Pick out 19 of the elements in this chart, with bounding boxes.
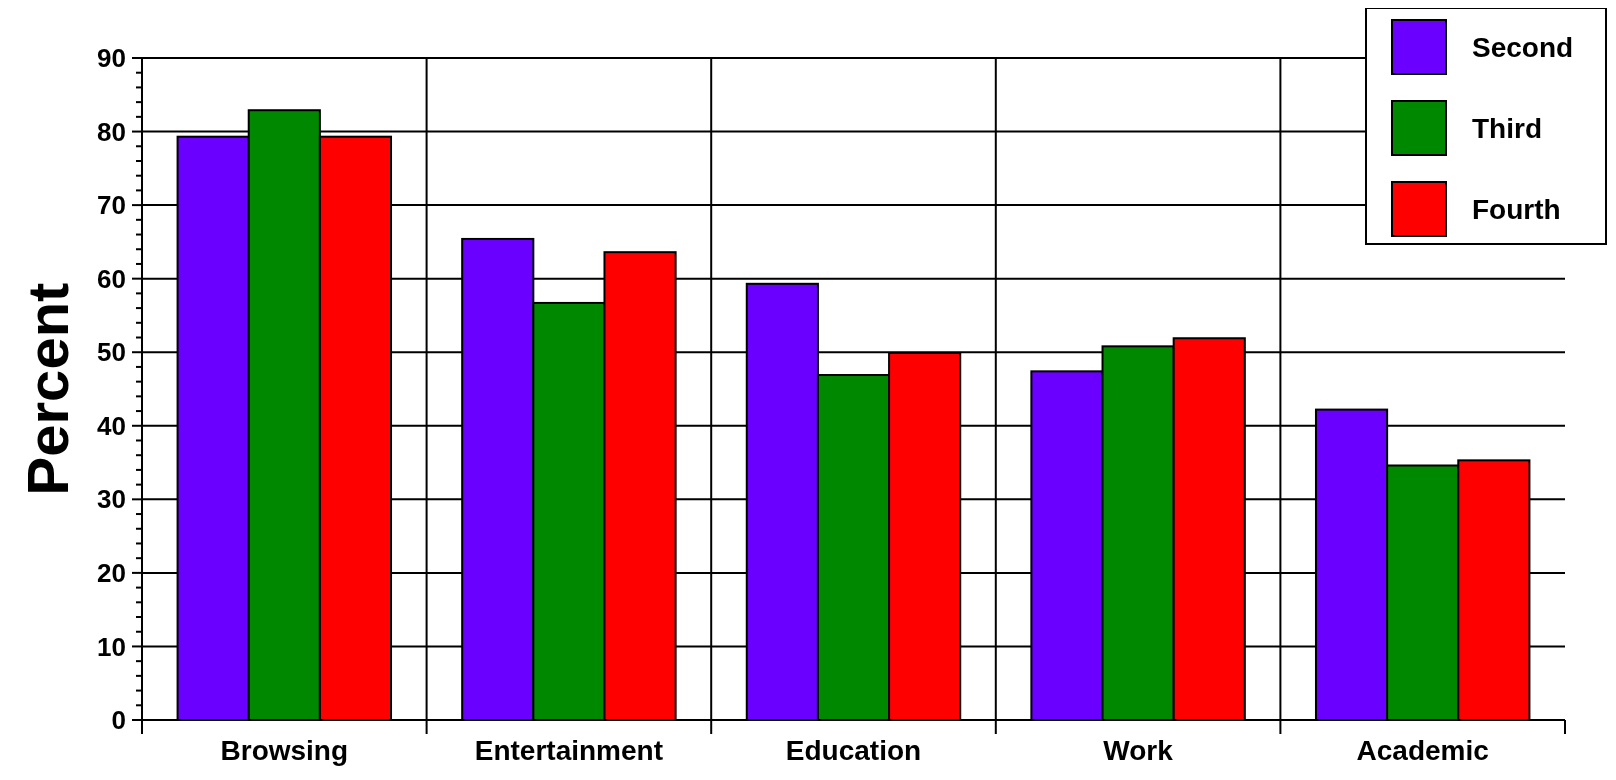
- y-tick-label: 50: [97, 337, 126, 368]
- x-tick-label: Education: [785, 735, 922, 766]
- y-tick-label: 0: [111, 705, 126, 736]
- x-tick-label: Work: [1103, 735, 1174, 766]
- y-tick-label: 80: [97, 116, 126, 147]
- legend-label: Fourth: [1472, 193, 1561, 225]
- y-tick-label: 70: [97, 190, 126, 221]
- x-tick-label: Academic: [1356, 735, 1489, 766]
- y-tick-label: 30: [97, 484, 126, 515]
- x-tick-label: Browsing: [220, 735, 349, 766]
- y-tick-label: 60: [97, 263, 126, 294]
- legend-label: Second: [1472, 31, 1574, 63]
- y-tick-label: 90: [97, 43, 126, 74]
- y-tick-label: 20: [97, 557, 126, 588]
- x-tick-label: Entertainment: [474, 735, 664, 766]
- y-tick-label: 40: [97, 410, 126, 441]
- y-axis-title: Percent: [15, 282, 80, 496]
- y-tick-label: 10: [97, 631, 126, 662]
- legend-label: Third: [1472, 112, 1542, 144]
